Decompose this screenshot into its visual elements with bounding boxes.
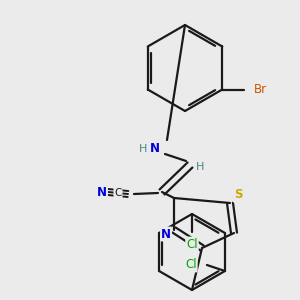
Text: C: C (114, 188, 122, 198)
Text: Cl: Cl (186, 238, 198, 250)
Text: Cl: Cl (185, 259, 197, 272)
Text: S: S (234, 188, 242, 202)
Text: H: H (196, 162, 204, 172)
Text: Br: Br (254, 83, 267, 96)
Text: H: H (139, 144, 147, 154)
Text: N: N (150, 142, 160, 154)
Text: N: N (97, 185, 107, 199)
Text: N: N (161, 227, 171, 241)
